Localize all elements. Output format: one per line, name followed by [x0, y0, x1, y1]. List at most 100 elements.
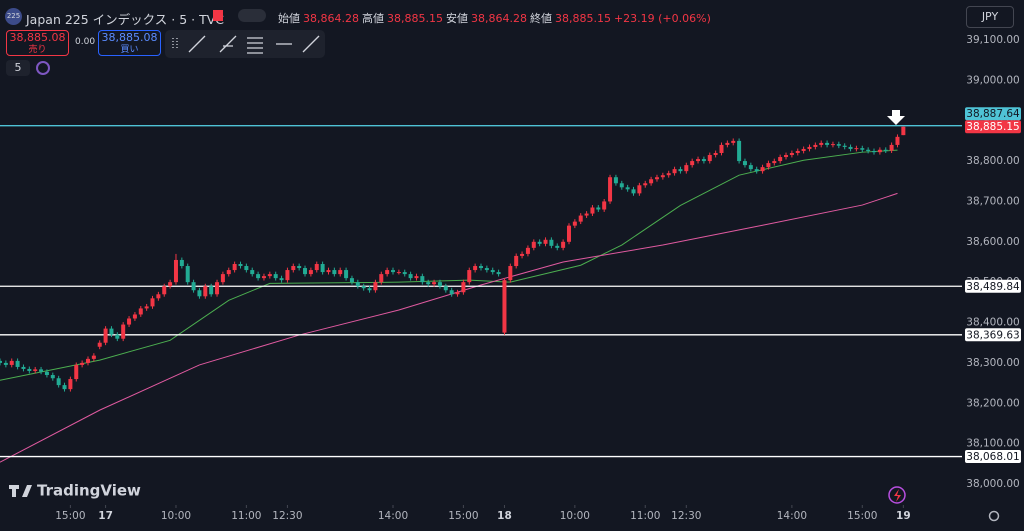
alert-bolt	[894, 489, 901, 502]
candle-body	[437, 282, 442, 287]
status-icon[interactable]	[238, 9, 266, 22]
candle-body	[355, 282, 360, 287]
candle-body	[543, 239, 548, 244]
candle-body	[860, 148, 865, 150]
candle-body	[725, 142, 730, 145]
candle-body	[555, 245, 560, 248]
candle-body	[895, 136, 900, 145]
x-tick-label: 19	[896, 510, 911, 522]
field-label: 高値	[361, 12, 384, 25]
y-tick-label: 38,000.00	[966, 478, 1019, 490]
drag-handle[interactable]	[172, 38, 178, 50]
indicator-icon[interactable]	[36, 61, 50, 75]
y-tick-label: 38,600.00	[966, 236, 1019, 248]
extended-line-tool[interactable]	[302, 35, 320, 53]
candle-body	[502, 280, 507, 333]
candle-body	[877, 149, 882, 153]
candle-body	[173, 259, 178, 283]
candle-body	[203, 286, 208, 297]
currency-button[interactable]: JPY	[966, 6, 1014, 28]
candle-body	[684, 165, 689, 172]
candle-body	[44, 371, 49, 376]
candle-body	[701, 159, 706, 162]
candle-body	[191, 282, 196, 291]
candle-body	[467, 270, 472, 283]
sell-button[interactable]: 38,885.08 売り	[6, 30, 69, 56]
candle-body	[273, 274, 278, 279]
candle-body	[690, 161, 695, 166]
candle-body	[578, 215, 583, 222]
price-label: 38,887.64	[966, 108, 1020, 120]
candle-body	[308, 270, 313, 275]
candle-body	[33, 369, 38, 371]
candle-body	[15, 360, 20, 367]
sell-label: 売り	[28, 45, 47, 55]
candle-body	[132, 314, 137, 319]
ray-tool[interactable]	[219, 35, 237, 53]
candle-body	[654, 177, 659, 180]
candle-body	[279, 278, 284, 281]
price-label: 38,068.01	[966, 451, 1019, 463]
flag-icon[interactable]	[213, 10, 223, 21]
candle-body	[50, 375, 55, 379]
candle-body	[68, 379, 73, 390]
x-tick-label: 15:00	[55, 510, 85, 522]
candle-body	[443, 286, 448, 291]
field-label: 終値	[529, 12, 552, 25]
candle-body	[836, 144, 841, 146]
alert-icon[interactable]	[888, 486, 906, 504]
last-price-label: 38,885.15	[966, 121, 1019, 133]
y-tick-label: 39,100.00	[966, 34, 1019, 46]
candle-body	[707, 155, 712, 162]
candle-body	[39, 369, 44, 372]
candle-body	[830, 144, 835, 146]
candle-body	[62, 385, 67, 390]
candle-body	[103, 328, 108, 343]
candle-body	[848, 146, 853, 149]
candle-body	[619, 183, 624, 188]
candle-body	[572, 221, 577, 226]
y-tick-label: 38,100.00	[966, 438, 1019, 450]
x-tick-label: 15:00	[448, 510, 478, 522]
x-tick-label: 14:00	[777, 510, 807, 522]
candle-body	[801, 148, 806, 151]
candle-body	[514, 255, 519, 267]
candle-body	[220, 274, 225, 283]
y-tick-label: 38,700.00	[966, 195, 1019, 207]
candle-body	[496, 272, 501, 275]
symbol-title[interactable]: Japan 225 インデックス · 5 · TVC	[26, 12, 225, 27]
buy-button[interactable]: 38,885.08 買い	[98, 30, 161, 56]
x-tick-label: 11:00	[630, 510, 660, 522]
candle-body	[74, 364, 79, 380]
x-tick-label: 10:00	[161, 510, 191, 522]
candle-body	[842, 145, 847, 147]
candle-body	[326, 270, 331, 273]
candle-body	[21, 366, 26, 369]
candle-body	[484, 268, 489, 271]
price-label-box	[965, 450, 1021, 464]
candle-body	[678, 169, 683, 172]
candle-body	[872, 150, 877, 153]
brand-logo	[9, 485, 32, 497]
settings-icon[interactable]	[988, 510, 1000, 522]
candle-body	[420, 276, 425, 283]
candle-body	[185, 266, 190, 283]
buy-price: 38,885.08	[101, 31, 158, 44]
fib-tool[interactable]	[247, 37, 263, 54]
brand-name: TradingView	[37, 482, 141, 500]
candle-body	[719, 144, 724, 153]
price-label: 38,369.63	[966, 329, 1019, 341]
candle-body	[508, 266, 513, 281]
price-label-box	[965, 279, 1021, 293]
candle-body	[713, 152, 718, 156]
candle-body	[449, 290, 454, 295]
interval-button[interactable]: 5	[6, 60, 30, 76]
candle-body	[819, 142, 824, 145]
candle-body	[766, 163, 771, 168]
moving-average	[0, 192, 898, 463]
candle-body	[361, 286, 366, 289]
field-label: 始値	[278, 12, 300, 25]
trend-line-tool[interactable]	[188, 35, 206, 53]
candle-body	[490, 270, 495, 273]
price-label-box	[965, 107, 1021, 121]
